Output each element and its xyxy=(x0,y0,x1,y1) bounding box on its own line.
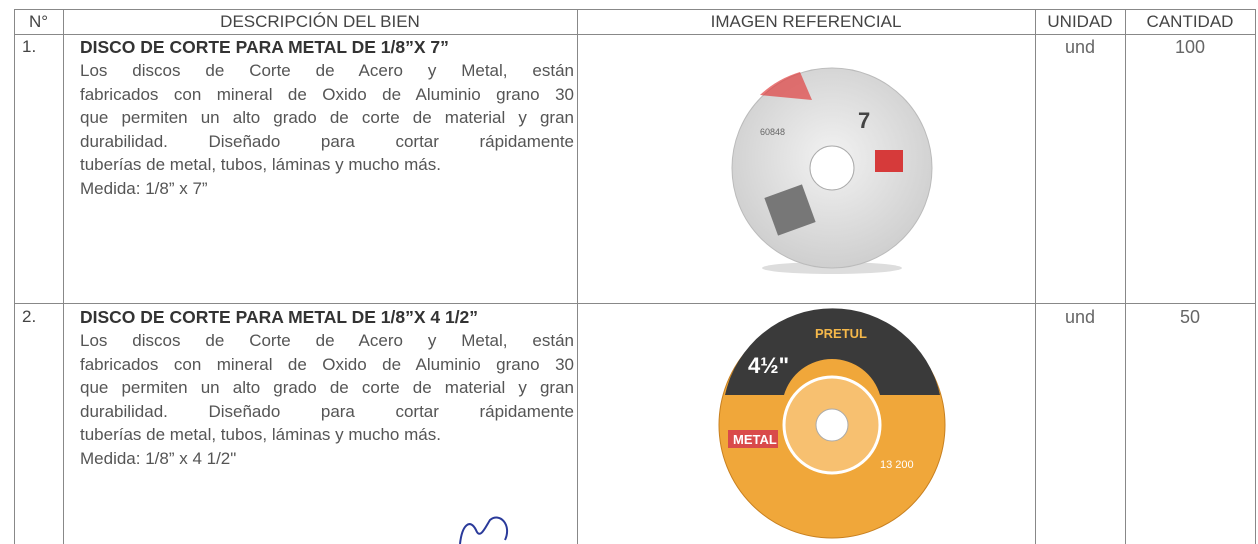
image-label: 4½" xyxy=(748,353,789,378)
item-title: DISCO DE CORTE PARA METAL DE 1/8”X 4 1/2… xyxy=(80,307,479,327)
image-label: 60848 xyxy=(760,127,785,137)
header-cell: DESCRIPCIÓN DEL BIEN xyxy=(220,12,420,31)
border xyxy=(14,303,1256,304)
image-label: METAL xyxy=(733,432,777,447)
item-title: DISCO DE CORTE PARA METAL DE 1/8”X 7” xyxy=(80,37,449,57)
signature xyxy=(459,516,509,544)
header-cell: IMAGEN REFERENCIAL xyxy=(710,12,902,31)
unit: und xyxy=(1064,37,1096,57)
header-cell: CANTIDAD xyxy=(1146,12,1234,31)
description-line: Los discos de Corte de Acero y Metal, es… xyxy=(80,61,574,80)
unit: und xyxy=(1064,307,1096,327)
description-line: que permiten un alto grado de corte de m… xyxy=(80,108,574,127)
description-line: Medida: 1/8” x 4 1/2" xyxy=(80,448,237,468)
border xyxy=(577,9,578,544)
disc-image: PRETUL 4½" METAL 13 200 xyxy=(718,308,946,539)
description-line: Los discos de Corte de Acero y Metal, es… xyxy=(80,331,574,350)
image-label: 13 200 xyxy=(880,459,914,471)
border xyxy=(14,9,15,544)
quantity: 50 xyxy=(1179,307,1201,327)
border xyxy=(14,9,1256,10)
description-line: tuberías de metal, tubos, láminas y much… xyxy=(80,155,441,174)
row-number: 1. xyxy=(22,37,37,56)
quantity: 100 xyxy=(1174,37,1206,57)
description-line: durabilidad. Diseñado para cortar rápida… xyxy=(80,131,574,151)
row-number: 2. xyxy=(22,307,37,326)
border xyxy=(14,34,1256,35)
description-line: Medida: 1/8” x 7” xyxy=(80,178,208,198)
image-label: PRETUL xyxy=(815,326,867,341)
border xyxy=(1255,9,1256,544)
image-label: 7 xyxy=(858,108,870,133)
description-line: fabricados con mineral de Oxido de Alumi… xyxy=(80,354,574,374)
disc-image: 7 60848 xyxy=(731,67,933,274)
description-line: fabricados con mineral de Oxido de Alumi… xyxy=(80,84,574,104)
border xyxy=(1035,9,1036,544)
header-cell: N° xyxy=(28,12,49,31)
description-line: tuberías de metal, tubos, láminas y much… xyxy=(80,425,441,444)
header-cell: UNIDAD xyxy=(1047,12,1113,31)
border xyxy=(63,9,64,544)
border xyxy=(1125,9,1126,544)
description-line: durabilidad. Diseñado para cortar rápida… xyxy=(80,401,574,421)
description-line: que permiten un alto grado de corte de m… xyxy=(80,378,574,397)
